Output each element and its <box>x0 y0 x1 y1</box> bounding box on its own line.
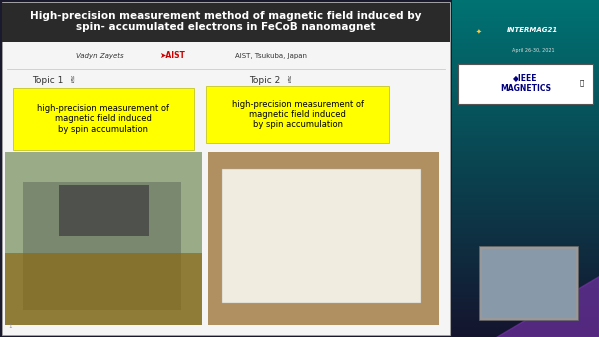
Text: Topic 1  ✌: Topic 1 ✌ <box>32 76 77 85</box>
Polygon shape <box>5 253 202 325</box>
Text: Vadyn Zayets: Vadyn Zayets <box>75 53 123 59</box>
Text: ➤AIST: ➤AIST <box>159 51 184 60</box>
FancyBboxPatch shape <box>23 182 181 310</box>
Text: Topic 2  ✌: Topic 2 ✌ <box>249 76 294 85</box>
FancyBboxPatch shape <box>59 185 149 236</box>
Text: High-precision measurement method of magnetic field induced by
spin- accumulated: High-precision measurement method of mag… <box>31 11 422 32</box>
FancyBboxPatch shape <box>222 168 420 303</box>
FancyBboxPatch shape <box>2 3 450 42</box>
FancyBboxPatch shape <box>479 246 579 320</box>
FancyBboxPatch shape <box>2 2 450 335</box>
FancyBboxPatch shape <box>5 152 202 325</box>
FancyBboxPatch shape <box>208 152 438 325</box>
FancyBboxPatch shape <box>458 64 593 104</box>
FancyBboxPatch shape <box>482 249 576 318</box>
Text: AIST, Tsukuba, Japan: AIST, Tsukuba, Japan <box>235 53 307 59</box>
Text: high-precision measurement of
magnetic field induced
by spin accumulation: high-precision measurement of magnetic f… <box>232 100 364 129</box>
Text: April 26-30, 2021: April 26-30, 2021 <box>512 48 554 53</box>
Text: ◆IEEE
MAGNETICS: ◆IEEE MAGNETICS <box>500 73 551 93</box>
Text: INTERMAG21: INTERMAG21 <box>507 27 559 33</box>
Text: 1: 1 <box>8 324 11 329</box>
Text: high-precision measurement of
magnetic field induced
by spin accumulation: high-precision measurement of magnetic f… <box>37 104 169 134</box>
Text: 🌐: 🌐 <box>579 80 583 86</box>
Polygon shape <box>496 276 599 337</box>
FancyBboxPatch shape <box>13 88 193 150</box>
FancyBboxPatch shape <box>206 86 389 143</box>
Text: ✦: ✦ <box>476 29 482 35</box>
